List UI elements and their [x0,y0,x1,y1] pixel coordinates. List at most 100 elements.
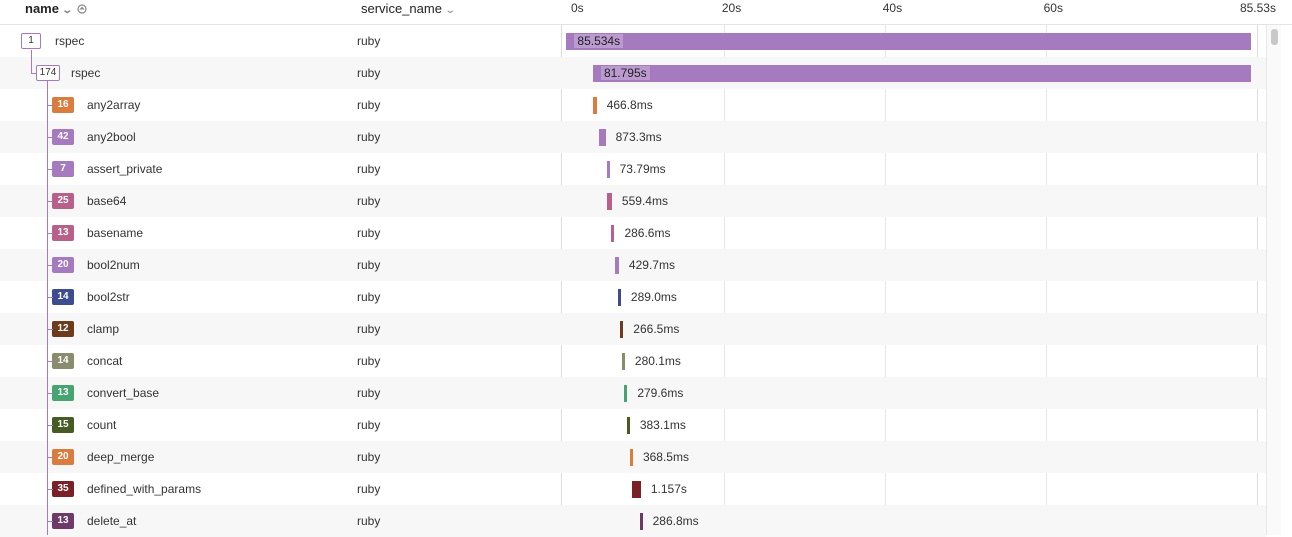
span-duration-bar[interactable] [626,417,630,434]
span-row[interactable]: 7 assert_private ruby 73.79ms [0,153,1266,185]
span-name[interactable]: any2array [87,98,141,112]
span-duration-bar[interactable] [592,97,597,114]
span-row[interactable]: 1 rspec ruby 85.534s [0,25,1266,57]
span-name[interactable]: defined_with_params [87,482,202,496]
span-duration-bar[interactable] [620,321,624,338]
span-name[interactable]: count [87,418,117,432]
service-column-label: service_name [361,1,442,16]
span-count-badge: 14 [52,353,74,369]
chevron-down-icon[interactable]: ⌄ [61,5,74,16]
span-duration-bar[interactable] [631,481,641,498]
span-name[interactable]: basename [87,226,144,240]
span-row[interactable]: 20 bool2num ruby 429.7ms [0,249,1266,281]
tree-connector [47,201,53,202]
span-count-badge: 35 [52,481,74,497]
span-count-badge: 13 [52,385,74,401]
span-duration-label: 559.4ms [621,194,668,208]
span-count-badge: 20 [52,257,74,273]
span-name[interactable]: any2bool [87,130,136,144]
span-count-badge: 174 [36,65,60,81]
tree-connector [47,393,53,394]
axis-tick-label: 85.53s [1239,1,1276,15]
span-name[interactable]: convert_base [87,386,160,400]
vertical-scrollbar[interactable] [1266,25,1281,535]
span-count-badge: 13 [52,225,74,241]
tree-connector [47,361,53,362]
span-name[interactable]: base64 [87,194,127,208]
span-service: ruby [357,98,381,112]
span-name[interactable]: concat [87,354,123,368]
span-service: ruby [357,226,381,240]
span-name[interactable]: bool2num [87,258,140,272]
span-duration-bar[interactable] [615,257,619,274]
span-count-badge: 16 [52,97,74,113]
tree-connector [47,457,53,458]
span-duration-bar[interactable] [624,385,628,402]
span-row[interactable]: 12 clamp ruby 266.5ms [0,313,1266,345]
span-duration-bar[interactable] [566,33,1251,50]
span-duration-bar[interactable] [606,161,610,178]
tree-connector [47,265,53,266]
tree-connector [31,73,37,74]
span-count-badge: 12 [52,321,74,337]
span-service: ruby [357,66,381,80]
span-count-badge: 1 [21,33,41,49]
span-row[interactable]: 16 any2array ruby 466.8ms [0,89,1266,121]
span-count-badge: 42 [52,129,74,145]
span-service: ruby [357,290,381,304]
span-duration-bar[interactable] [598,129,606,146]
name-column-header[interactable]: name ⌄ [25,0,87,24]
span-count-badge: 25 [52,193,74,209]
span-duration-bar[interactable] [629,449,633,466]
axis-tick-label: 40s [882,1,903,15]
span-duration-label: 279.6ms [637,386,684,400]
tree-connector [47,521,53,522]
span-row[interactable]: 42 any2bool ruby 873.3ms [0,121,1266,153]
span-duration-bar[interactable] [639,513,643,530]
span-name[interactable]: clamp [87,322,120,336]
span-service: ruby [357,418,381,432]
axis-tick-label: 0s [571,1,584,15]
sort-icon[interactable] [77,4,87,14]
span-service: ruby [357,450,381,464]
span-name[interactable]: rspec [55,34,85,48]
span-duration-bar[interactable] [617,289,621,306]
tree-connector [47,425,53,426]
span-service: ruby [357,514,381,528]
span-name[interactable]: delete_at [87,514,137,528]
span-duration-bar[interactable] [621,353,625,370]
tree-connector [47,169,53,170]
span-service: ruby [357,386,381,400]
span-name[interactable]: bool2str [87,290,130,304]
span-service: ruby [357,194,381,208]
span-duration-label: 368.5ms [642,450,689,464]
span-row[interactable]: 13 delete_at ruby 286.8ms [0,505,1266,537]
span-row[interactable]: 25 base64 ruby 559.4ms [0,185,1266,217]
span-row[interactable]: 15 count ruby 383.1ms [0,409,1266,441]
span-duration-bar[interactable] [611,225,615,242]
service-column-header[interactable]: service_name ⌄ [361,0,457,24]
span-duration-bar[interactable] [607,193,612,210]
span-count-badge: 14 [52,289,74,305]
table-header: name ⌄ service_name ⌄ 0s 20s 40s 60s 85.53s [0,0,1292,25]
tree-connector [31,50,32,73]
chevron-down-icon[interactable]: ⌄ [444,5,457,16]
span-row[interactable]: 13 basename ruby 286.6ms [0,217,1266,249]
axis-tick-label: 20s [721,1,742,15]
span-name[interactable]: deep_merge [87,450,155,464]
span-duration-label: 1.157s [650,482,687,496]
span-row[interactable]: 14 bool2str ruby 289.0ms [0,281,1266,313]
span-name[interactable]: rspec [71,66,101,80]
span-row[interactable]: 20 deep_merge ruby 368.5ms [0,441,1266,473]
span-name[interactable]: assert_private [87,162,163,176]
span-row[interactable]: 174 rspec ruby 81.795s [0,57,1266,89]
tree-connector [47,137,53,138]
span-row[interactable]: 13 convert_base ruby 279.6ms [0,377,1266,409]
span-count-badge: 7 [52,161,74,177]
name-column-label: name [25,1,59,16]
tree-connector [47,81,48,535]
span-row[interactable]: 14 concat ruby 280.1ms [0,345,1266,377]
span-row[interactable]: 35 defined_with_params ruby 1.157s [0,473,1266,505]
span-duration-bar[interactable] [592,65,1251,82]
scrollbar-thumb[interactable] [1271,29,1278,45]
